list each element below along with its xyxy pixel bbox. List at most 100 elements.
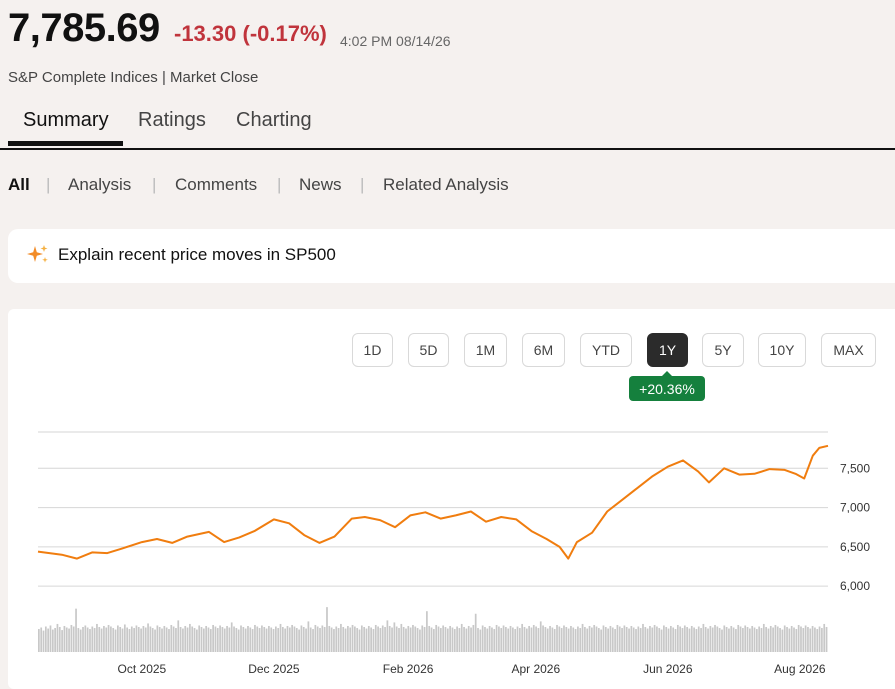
volume-bar: [560, 628, 563, 652]
y-tick-label: 7,500: [840, 461, 870, 475]
volume-bar: [261, 625, 263, 652]
volume-bar: [58, 627, 61, 652]
volume-bar: [488, 625, 491, 652]
volume-bar: [305, 628, 307, 652]
tab-summary[interactable]: Summary: [23, 109, 109, 131]
volume-bar: [100, 628, 103, 652]
volume-bar: [644, 627, 647, 652]
volume-bar: [581, 623, 584, 652]
volume-bar: [354, 626, 356, 652]
volume-bar: [70, 624, 73, 652]
ai-explain-prompt[interactable]: Explain recent price moves in SP500: [8, 229, 895, 283]
volume-bar: [500, 628, 503, 652]
volume-bar: [769, 625, 772, 652]
volume-bar: [509, 625, 512, 652]
volume-bar: [112, 628, 115, 652]
volume-bar: [198, 625, 201, 652]
volume-bar: [804, 625, 807, 652]
volume-bar: [349, 627, 352, 652]
volume-bar: [600, 629, 603, 652]
filter-news[interactable]: News: [299, 175, 342, 194]
quote-source: S&P Complete Indices | Market Close: [8, 69, 259, 86]
range-10y-button[interactable]: 10Y: [758, 333, 806, 367]
volume-bar: [98, 627, 101, 652]
filter-comments[interactable]: Comments: [175, 175, 258, 194]
volume-bar: [486, 628, 489, 652]
filter-all[interactable]: All: [8, 175, 30, 194]
volume-bar: [412, 624, 414, 652]
x-tick-label: Oct 2025: [118, 662, 167, 676]
range-5y-button[interactable]: 5Y: [702, 333, 744, 367]
volume-bar: [525, 628, 528, 652]
volume-bar: [419, 629, 421, 652]
tab-charting[interactable]: Charting: [236, 109, 312, 131]
volume-bar: [154, 629, 156, 652]
volume-bar: [209, 629, 212, 652]
volume-bar: [251, 629, 254, 652]
volume-bar: [314, 624, 317, 652]
volume-bar: [316, 626, 319, 652]
range-1y-button[interactable]: 1Y: [647, 333, 688, 367]
volume-bar: [690, 625, 693, 652]
x-tick-label: Feb 2026: [383, 662, 434, 676]
range-ytd-button[interactable]: YTD: [580, 333, 632, 367]
volume-bar: [570, 625, 572, 652]
volume-bar: [528, 625, 530, 652]
volume-bar: [147, 623, 149, 652]
volume-bar: [230, 622, 233, 652]
volume-bar: [77, 628, 80, 652]
price-line-chart[interactable]: 6,000 6,500 7,000 7,500 Oct 2025 Dec 2025 Feb…: [8, 309, 895, 678]
volume-bar: [121, 628, 124, 652]
volume-bar: [702, 623, 705, 652]
volume-bar: [707, 628, 709, 652]
range-1d-button[interactable]: 1D: [352, 333, 393, 367]
volume-bar: [714, 624, 716, 652]
volume-bar: [737, 624, 740, 652]
tab-ratings[interactable]: Ratings: [138, 109, 206, 131]
volume-bar: [117, 625, 119, 652]
volume-bar: [363, 627, 366, 652]
volume-bar: [333, 629, 335, 652]
volume-bar: [295, 628, 298, 652]
volume-bar: [284, 628, 287, 652]
volume-bar: [670, 625, 672, 652]
volume-bar: [207, 627, 210, 652]
volume-bar: [725, 627, 728, 652]
volume-bar: [233, 626, 235, 652]
volume-bar: [72, 626, 75, 652]
range-6m-button[interactable]: 6M: [522, 333, 565, 367]
range-1m-button[interactable]: 1M: [464, 333, 507, 367]
volume-bar: [216, 628, 219, 652]
volume-bar: [663, 625, 665, 652]
range-max-button[interactable]: MAX: [821, 333, 876, 367]
volume-bar: [621, 628, 623, 652]
range-5d-button[interactable]: 5D: [408, 333, 449, 367]
volume-bar: [786, 627, 788, 652]
volume-bar: [681, 628, 684, 652]
volume-bar: [683, 625, 686, 652]
volume-bar: [514, 629, 517, 652]
volume-bar: [649, 625, 651, 652]
volume-bar: [182, 628, 184, 652]
volume-bar: [219, 625, 221, 652]
filter-related-analysis[interactable]: Related Analysis: [383, 175, 509, 194]
active-tab-indicator: [8, 141, 123, 146]
x-tick-label: Dec 2025: [248, 662, 300, 676]
volume-bar: [676, 624, 679, 652]
volume-bar: [214, 626, 217, 652]
volume-bar: [265, 628, 268, 652]
volume-bar: [156, 625, 159, 652]
volume-bar: [456, 626, 458, 652]
volume-bar: [405, 628, 407, 652]
volume-bar: [63, 625, 66, 652]
volume-bar: [149, 626, 152, 652]
volume-bar: [407, 625, 410, 652]
volume-bar: [96, 623, 98, 652]
volume-bar: [460, 623, 463, 652]
volume-bar: [128, 629, 131, 652]
volume-bar: [674, 629, 677, 652]
volume-bar: [767, 628, 770, 652]
volume-bar: [275, 626, 277, 652]
filter-analysis[interactable]: Analysis: [68, 175, 132, 194]
volume-bar: [342, 627, 345, 652]
